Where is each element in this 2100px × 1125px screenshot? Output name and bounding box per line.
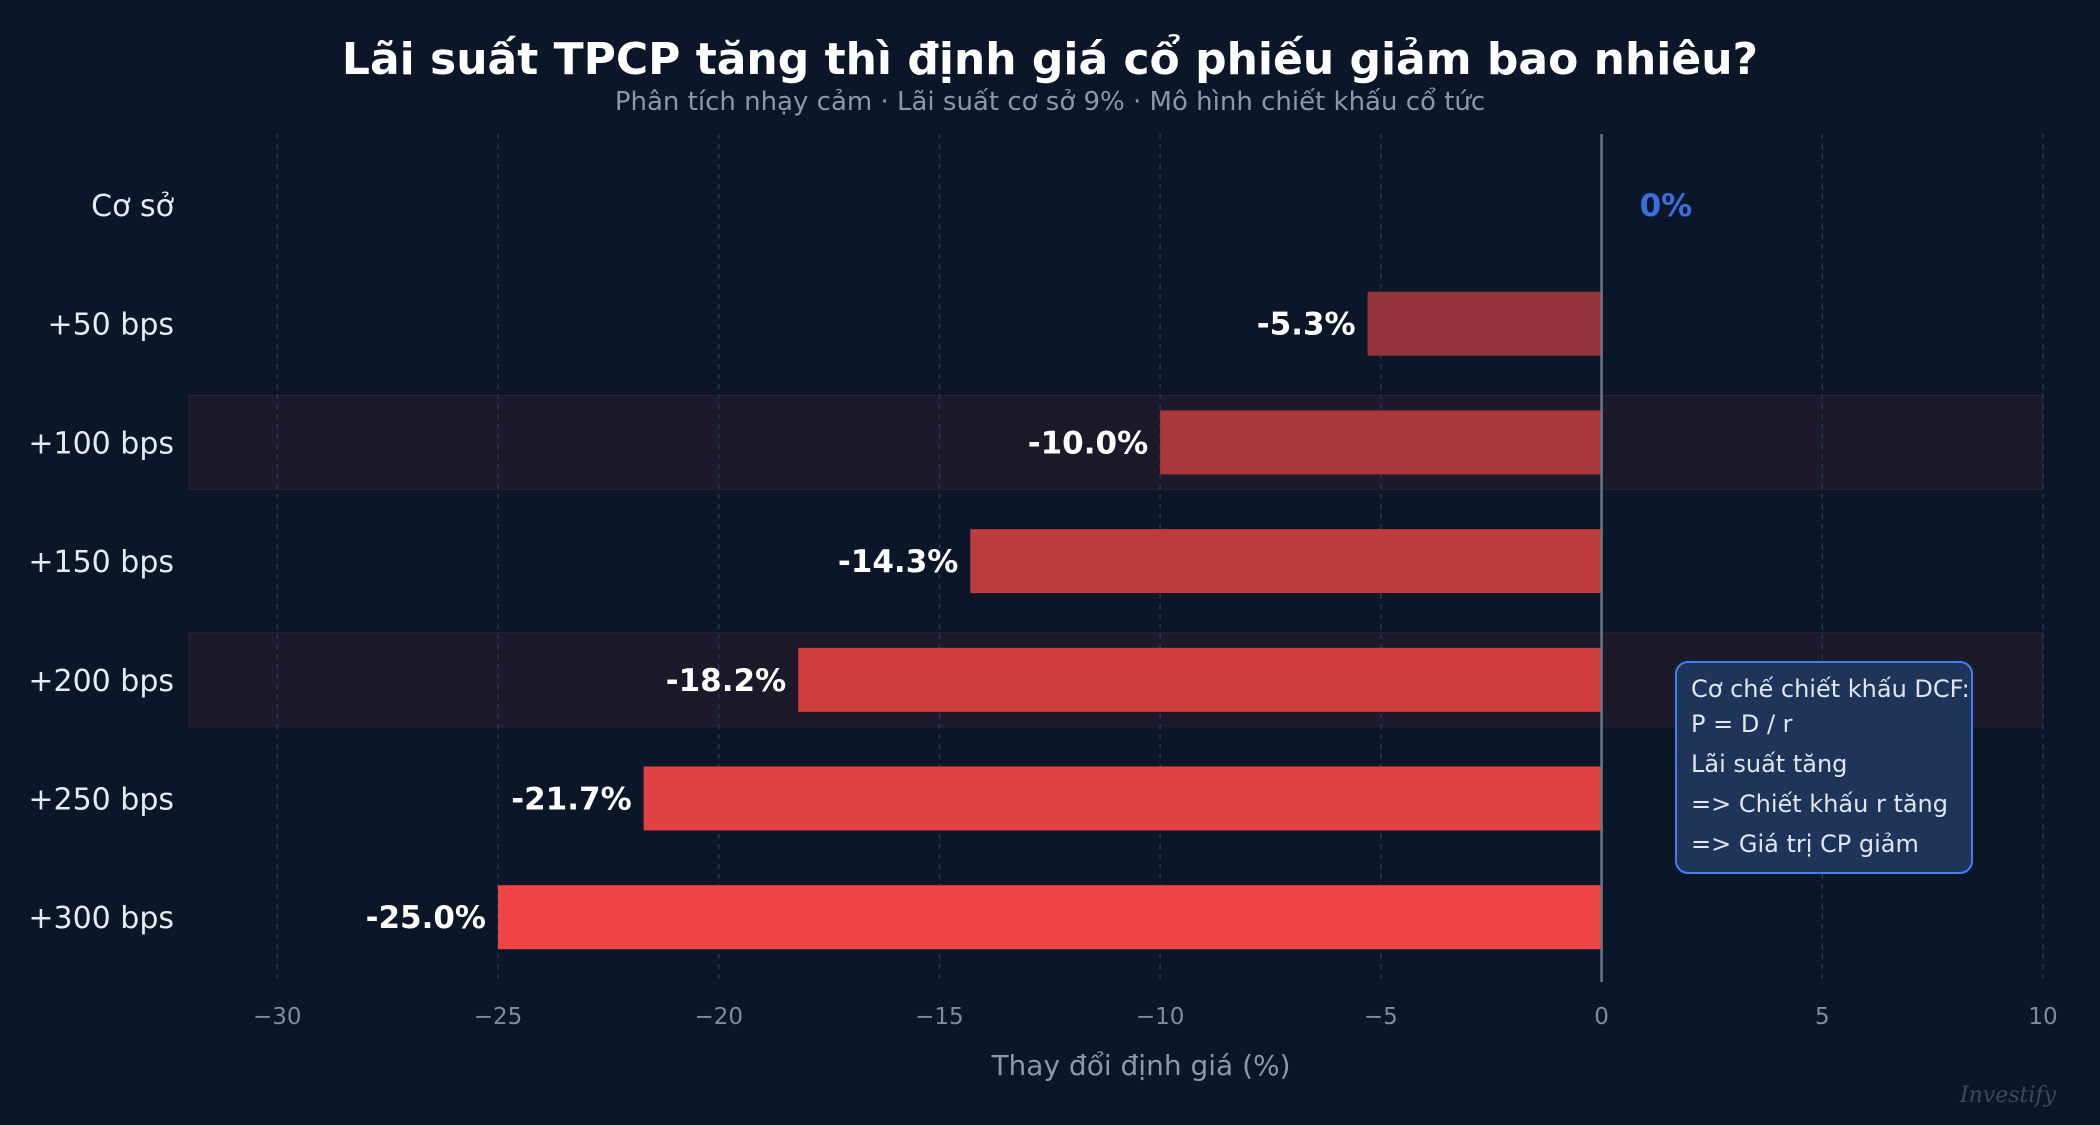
category-label: Cơ sở — [91, 189, 174, 224]
category-label: +100 bps — [28, 426, 174, 461]
annotation-line: Cơ chế chiết khấu DCF: — [1691, 675, 1970, 703]
x-tick-label: −20 — [694, 1004, 743, 1030]
bar — [1367, 291, 1602, 356]
bars — [498, 291, 1602, 950]
category-label: +150 bps — [28, 545, 174, 580]
x-tick-label: 0 — [1594, 1004, 1609, 1030]
x-tick-label: −30 — [253, 1004, 302, 1030]
bar — [1160, 410, 1602, 475]
category-label: +200 bps — [28, 664, 174, 699]
x-tick-label: −10 — [1136, 1004, 1185, 1030]
watermark: Investify — [1959, 1083, 2057, 1108]
data-label: -18.2% — [666, 663, 786, 699]
x-tick-label: −5 — [1364, 1004, 1398, 1030]
highlight-band — [188, 394, 2044, 490]
x-tick-label: 10 — [2028, 1004, 2057, 1030]
annotation-line: => Giá trị CP giảm — [1691, 830, 1919, 858]
category-label: +300 bps — [28, 901, 174, 936]
category-label: +250 bps — [28, 783, 174, 818]
data-label: -21.7% — [511, 782, 631, 818]
x-tick-label: −15 — [915, 1004, 964, 1030]
annotation-line: => Chiết khấu r tăng — [1691, 790, 1948, 818]
data-label: -10.0% — [1028, 425, 1148, 461]
x-tick-label: 5 — [1815, 1004, 1830, 1030]
bar — [498, 885, 1602, 950]
data-label: -14.3% — [838, 544, 958, 580]
bar — [970, 529, 1602, 594]
annotation-line: P = D / r — [1691, 710, 1793, 738]
category-label: +50 bps — [47, 308, 174, 343]
labels: −30 −25 −20 −15 −10 −5 0 5 10 Cơ sở 0% +50 bps -5.3%… — [28, 188, 2057, 1030]
bar — [798, 647, 1602, 712]
annotation-box: Cơ chế chiết khấu DCF: P = D / r Lãi suất … — [1675, 661, 1973, 874]
annotation-line: Lãi suất tăng — [1691, 750, 1847, 778]
data-label-baseline: 0% — [1640, 188, 1693, 224]
x-axis-label: Thay đổi định giá (%) — [990, 1049, 1290, 1082]
chart-title: Lãi suất TPCP tăng thì định giá cổ phiếu… — [342, 33, 1758, 85]
x-tick-label: −25 — [474, 1004, 523, 1030]
data-label: -5.3% — [1257, 307, 1356, 343]
bar — [643, 766, 1602, 831]
chart-subtitle: Phân tích nhạy cảm · Lãi suất cơ sở 9% ·… — [615, 86, 1485, 117]
annotation-box-bg — [1675, 661, 1973, 874]
data-label: -25.0% — [366, 900, 486, 936]
